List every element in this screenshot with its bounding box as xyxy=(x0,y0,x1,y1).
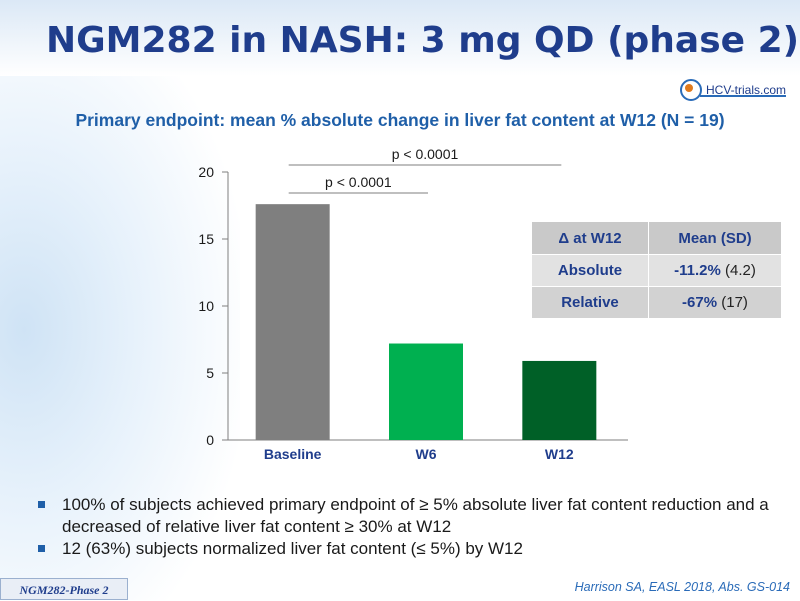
significance-label: p < 0.0001 xyxy=(392,146,459,162)
bullet-item: 100% of subjects achieved primary endpoi… xyxy=(36,494,776,538)
y-tick-label: 0 xyxy=(206,432,214,448)
footer-tag: NGM282-Phase 2 xyxy=(0,578,128,600)
x-tick-label: Baseline xyxy=(264,446,322,462)
logo-underline xyxy=(700,95,786,97)
table-cell-label: Absolute xyxy=(531,254,649,287)
x-tick-label: W6 xyxy=(416,446,437,462)
table-cell-sd: (4.2) xyxy=(725,262,756,279)
logo-text: HCV-trials.com xyxy=(705,83,786,97)
bullet-list: 100% of subjects achieved primary endpoi… xyxy=(36,494,776,560)
table-header-row: Δ at W12 Mean (SD) xyxy=(531,221,782,255)
table-cell-value: -11.2% (4.2) xyxy=(648,254,782,287)
slide-title: NGM282 in NASH: 3 mg QD (phase 2) xyxy=(46,20,800,61)
table-row: Absolute -11.2% (4.2) xyxy=(531,254,782,287)
table-header-delta: Δ at W12 xyxy=(531,221,649,255)
x-tick-label: W12 xyxy=(545,446,574,462)
table-cell-value: -67% (17) xyxy=(648,286,782,319)
table-header-mean: Mean (SD) xyxy=(648,221,782,255)
bar-w6 xyxy=(389,343,463,440)
citation: Harrison SA, EASL 2018, Abs. GS-014 xyxy=(574,580,790,594)
table-cell-mean: -67% xyxy=(682,294,718,311)
background-decoration xyxy=(0,0,240,600)
table-row: Relative -67% (17) xyxy=(531,286,782,319)
slide-subtitle: Primary endpoint: mean % absolute change… xyxy=(75,110,725,130)
y-tick-label: 10 xyxy=(198,298,214,314)
stats-table: Δ at W12 Mean (SD) Absolute -11.2% (4.2)… xyxy=(531,221,782,319)
bar-baseline xyxy=(255,204,330,440)
table-cell-mean: -11.2% xyxy=(674,262,721,279)
table-cell-label: Relative xyxy=(531,286,649,319)
bullet-item: 12 (63%) subjects normalized liver fat c… xyxy=(36,538,776,560)
significance-label: p < 0.0001 xyxy=(325,174,392,190)
y-tick-label: 15 xyxy=(198,231,214,247)
logo-icon xyxy=(679,79,702,101)
title-band xyxy=(0,0,800,76)
table-cell-sd: (17) xyxy=(721,294,748,311)
logo: HCV-trials.com xyxy=(679,79,786,101)
y-tick-label: 20 xyxy=(198,164,214,180)
bar-w12 xyxy=(522,360,597,440)
y-tick-label: 5 xyxy=(206,365,214,381)
